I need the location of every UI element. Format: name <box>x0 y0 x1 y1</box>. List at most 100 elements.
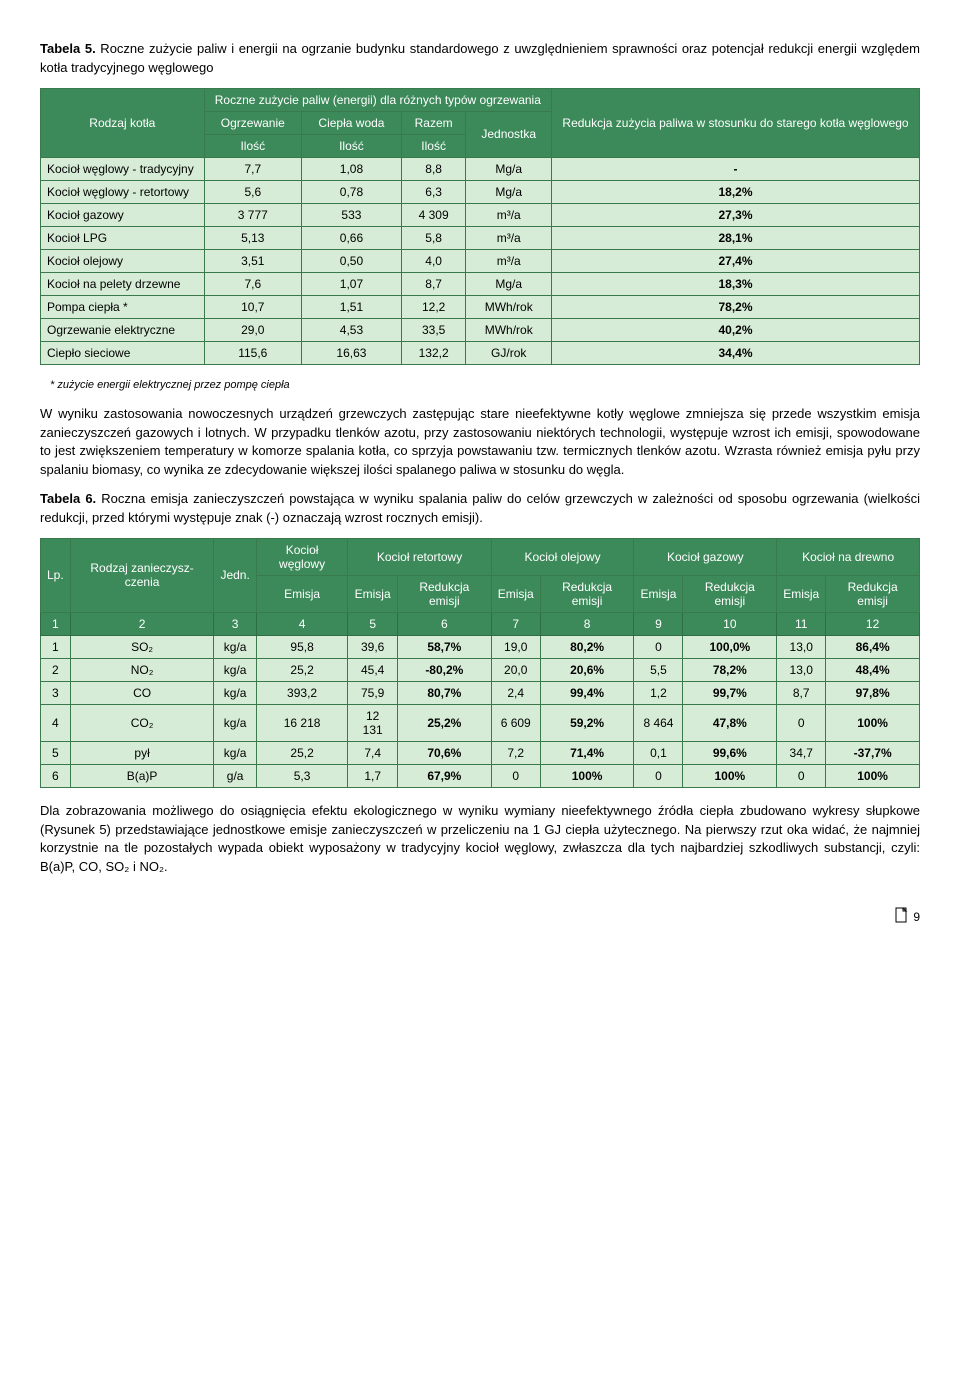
t5-cell-r: 27,3% <box>552 203 920 226</box>
t6-colnum: 9 <box>634 612 683 635</box>
t6-lp: 4 <box>41 704 71 741</box>
t6-krr: -80,2% <box>397 658 491 681</box>
t6-kgr: 100% <box>683 764 777 787</box>
t5-cell-u: m³/a <box>466 203 552 226</box>
t6-kge: 0,1 <box>634 741 683 764</box>
t6-kge: 5,5 <box>634 658 683 681</box>
t5-cell-a: 5,13 <box>204 226 301 249</box>
t5-h-rodzaj: Rodzaj kotła <box>41 88 205 157</box>
table5-caption-bold: Tabela 5. <box>40 41 96 56</box>
t5-cell-b: 4,53 <box>301 318 401 341</box>
t6-colnum: 1 <box>41 612 71 635</box>
t5-cell-a: 3,51 <box>204 249 301 272</box>
t6-kre: 75,9 <box>348 681 398 704</box>
t5-cell-b: 0,66 <box>301 226 401 249</box>
table5-caption-rest: Roczne zużycie paliw i energii na ogrzan… <box>40 41 920 75</box>
t6-h-red3: Redukcja emisji <box>540 575 634 612</box>
t6-kor: 20,6% <box>540 658 634 681</box>
t5-cell-name: Pompa ciepła * <box>41 295 205 318</box>
t6-jedn: kg/a <box>214 681 256 704</box>
t5-cell-b: 533 <box>301 203 401 226</box>
t5-row: Kocioł gazowy3 7775334 309m³/a27,3% <box>41 203 920 226</box>
t6-krr: 25,2% <box>397 704 491 741</box>
t6-row: 3COkg/a393,275,980,7%2,499,4%1,299,7%8,7… <box>41 681 920 704</box>
t5-cell-b: 1,51 <box>301 295 401 318</box>
t5-cell-r: 27,4% <box>552 249 920 272</box>
t5-cell-u: GJ/rok <box>466 341 552 364</box>
table5-caption: Tabela 5. Roczne zużycie paliw i energii… <box>40 40 920 78</box>
t5-cell-r: - <box>552 157 920 180</box>
t6-kgr: 99,6% <box>683 741 777 764</box>
t5-cell-c: 5,8 <box>401 226 465 249</box>
t5-cell-u: m³/a <box>466 249 552 272</box>
t6-colnum: 6 <box>397 612 491 635</box>
t6-kdr: 100% <box>826 764 920 787</box>
t6-kge: 8 464 <box>634 704 683 741</box>
t5-cell-c: 33,5 <box>401 318 465 341</box>
t5-cell-u: Mg/a <box>466 272 552 295</box>
t6-krr: 58,7% <box>397 635 491 658</box>
t6-kw: 393,2 <box>256 681 348 704</box>
t6-koe: 2,4 <box>491 681 540 704</box>
t6-h-ko: Kocioł olejowy <box>491 538 634 575</box>
t6-kge: 0 <box>634 764 683 787</box>
t5-cell-name: Kocioł LPG <box>41 226 205 249</box>
t6-krr: 80,7% <box>397 681 491 704</box>
t6-colnum: 10 <box>683 612 777 635</box>
t5-row: Kocioł LPG5,130,665,8m³/a28,1% <box>41 226 920 249</box>
t6-kre: 39,6 <box>348 635 398 658</box>
t5-cell-name: Ciepło sieciowe <box>41 341 205 364</box>
t6-name: SO₂ <box>70 635 214 658</box>
t6-h-em3: Emisja <box>491 575 540 612</box>
t5-cell-r: 18,2% <box>552 180 920 203</box>
t6-lp: 1 <box>41 635 71 658</box>
t5-row: Kocioł węglowy - retortowy5,60,786,3Mg/a… <box>41 180 920 203</box>
t6-row: 2NO₂kg/a25,245,4-80,2%20,020,6%5,578,2%1… <box>41 658 920 681</box>
t6-kdr: 86,4% <box>826 635 920 658</box>
t5-cell-a: 115,6 <box>204 341 301 364</box>
page-icon <box>895 907 909 923</box>
t5-cell-u: m³/a <box>466 226 552 249</box>
t5-cell-c: 8,8 <box>401 157 465 180</box>
t6-h-em2: Emisja <box>348 575 398 612</box>
t6-kde: 0 <box>777 764 826 787</box>
t5-row: Ciepło sieciowe115,616,63132,2GJ/rok34,4… <box>41 341 920 364</box>
t6-kde: 34,7 <box>777 741 826 764</box>
t6-jedn: kg/a <box>214 635 256 658</box>
t6-name: CO <box>70 681 214 704</box>
t5-cell-a: 29,0 <box>204 318 301 341</box>
t6-jedn: kg/a <box>214 704 256 741</box>
t6-kdr: 48,4% <box>826 658 920 681</box>
t6-lp: 3 <box>41 681 71 704</box>
t5-cell-b: 16,63 <box>301 341 401 364</box>
t5-cell-c: 132,2 <box>401 341 465 364</box>
t5-h-ogrz: Ogrzewanie <box>204 111 301 134</box>
t6-lp: 2 <box>41 658 71 681</box>
t6-kde: 0 <box>777 704 826 741</box>
t6-h-red2: Redukcja emisji <box>397 575 491 612</box>
t6-krr: 70,6% <box>397 741 491 764</box>
t6-row: 1SO₂kg/a95,839,658,7%19,080,2%0100,0%13,… <box>41 635 920 658</box>
t5-cell-name: Kocioł węglowy - tradycyjny <box>41 157 205 180</box>
t5-cell-c: 4,0 <box>401 249 465 272</box>
t6-koe: 7,2 <box>491 741 540 764</box>
t6-row: 6B(a)Pg/a5,31,767,9%0100%0100%0100% <box>41 764 920 787</box>
t5-h-top: Roczne zużycie paliw (energii) dla różny… <box>204 88 551 111</box>
paragraph-1: W wyniku zastosowania nowoczesnych urząd… <box>40 405 920 480</box>
page-number: 9 <box>913 910 920 924</box>
t6-kdr: 97,8% <box>826 681 920 704</box>
t6-row: 4CO₂kg/a16 21812 13125,2%6 60959,2%8 464… <box>41 704 920 741</box>
t6-kre: 7,4 <box>348 741 398 764</box>
t6-colnum: 7 <box>491 612 540 635</box>
t5-cell-r: 40,2% <box>552 318 920 341</box>
t6-kde: 13,0 <box>777 658 826 681</box>
t6-colnum: 2 <box>70 612 214 635</box>
t6-jedn: g/a <box>214 764 256 787</box>
t5-h-ilosc3: Ilość <box>401 134 465 157</box>
t6-kre: 45,4 <box>348 658 398 681</box>
t6-kw: 25,2 <box>256 658 348 681</box>
t6-kre: 1,7 <box>348 764 398 787</box>
t6-krr: 67,9% <box>397 764 491 787</box>
t5-cell-u: Mg/a <box>466 157 552 180</box>
t5-cell-r: 28,1% <box>552 226 920 249</box>
